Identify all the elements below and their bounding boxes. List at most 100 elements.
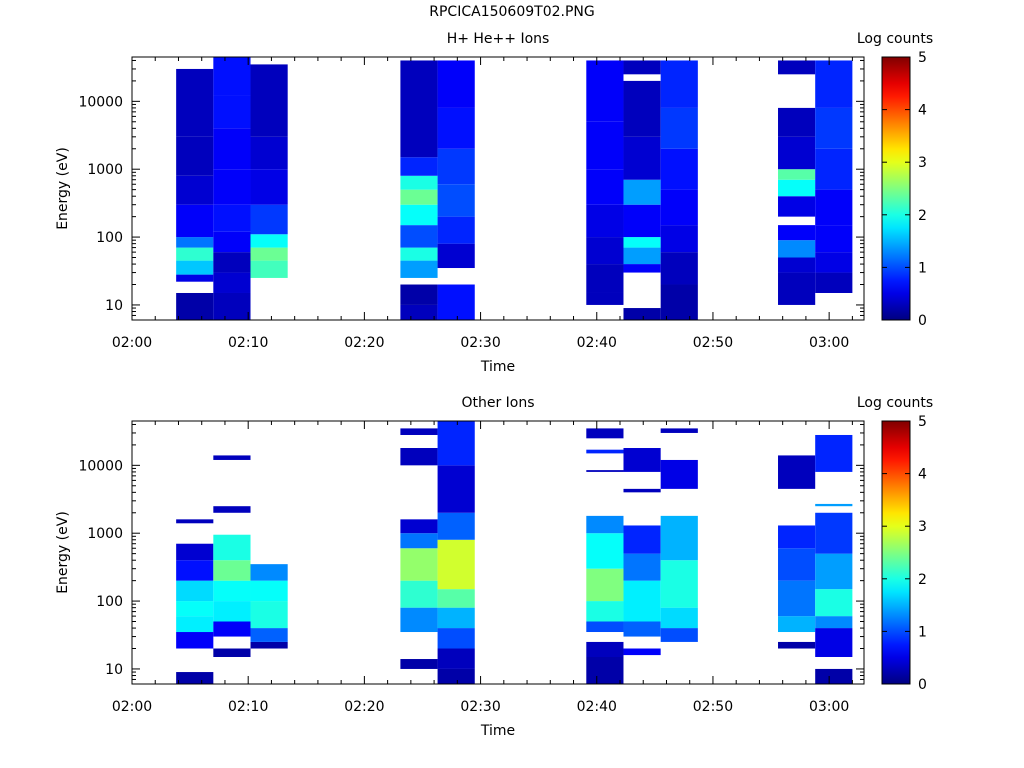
- heatmap-cell: [623, 264, 661, 273]
- colorbar-scale: [881, 420, 911, 685]
- heatmap-cell: [213, 455, 251, 460]
- heatmap-cell: [400, 260, 438, 278]
- heatmap-cell: [400, 548, 438, 581]
- x-tick-label: 02:20: [344, 699, 384, 715]
- heatmap-cell: [586, 292, 624, 305]
- heatmap-cell: [213, 621, 251, 637]
- colorbar-tick-label: 2: [918, 572, 927, 588]
- heatmap-cell: [176, 136, 214, 176]
- heatmap-cell: [660, 148, 698, 190]
- heatmap-cell: [586, 641, 624, 657]
- x-tick-label: 02:50: [693, 335, 733, 351]
- heatmap-cell: [437, 628, 475, 649]
- colorbar-tick-label: 0: [918, 313, 927, 329]
- heatmap-cell: [213, 292, 251, 320]
- heatmap-cell: [250, 64, 288, 137]
- colorbar-tick-label: 0: [918, 677, 927, 693]
- heatmap-cell: [623, 525, 661, 554]
- heatmap-cell: [400, 284, 438, 305]
- x-tick-label: 02:00: [112, 335, 152, 351]
- heatmap-cell: [400, 204, 438, 226]
- heatmap-cell: [815, 512, 853, 554]
- plot-frame: [131, 56, 865, 321]
- heatmap-cell: [176, 68, 214, 137]
- colorbar-tick-label: 5: [918, 50, 927, 66]
- heatmap-cell: [660, 459, 698, 489]
- heatmap-cell: [586, 204, 624, 238]
- heatmap-cell: [623, 580, 661, 622]
- heatmap-cell: [623, 179, 661, 205]
- heatmap-cell: [586, 237, 624, 265]
- y-tick-label: 1000: [87, 526, 123, 542]
- heatmap-cell: [176, 580, 214, 602]
- heatmap-cell: [660, 225, 698, 253]
- heatmap-cell: [660, 284, 698, 320]
- heatmap-cell: [400, 428, 438, 435]
- heatmap-cell: [660, 515, 698, 561]
- panel-2: 02:00 02:10 02:20 02:30 02:40 02:50 03:0010100…: [55, 395, 933, 739]
- heatmap-cell: [586, 621, 624, 633]
- heatmap-cell: [176, 260, 214, 275]
- y-tick-label: 1000: [87, 162, 123, 178]
- heatmap-cell: [778, 272, 816, 305]
- heatmap-cell: [660, 107, 698, 149]
- heatmap-cell: [400, 448, 438, 466]
- heatmap-cell: [623, 448, 661, 472]
- heatmap-cell: [815, 225, 853, 253]
- heatmap-cell: [437, 107, 475, 149]
- heatmap-cell: [250, 641, 288, 649]
- heatmap-cell: [778, 107, 816, 137]
- heatmap-cell: [778, 616, 816, 633]
- heatmap-cell: [213, 57, 251, 96]
- figure-title: RPCICA150609T02.PNG: [429, 4, 595, 20]
- colorbar: 0 1 2 3 4 5 Log counts: [857, 395, 933, 693]
- heatmap-cell: [176, 247, 214, 261]
- heatmap-cell: [815, 60, 853, 108]
- y-tick-label: 10000: [78, 458, 123, 474]
- heatmap-cell: [660, 60, 698, 108]
- x-tick-label: 02:30: [460, 699, 500, 715]
- colorbar-tick-label: 1: [918, 624, 927, 640]
- heatmap-cell: [176, 237, 214, 248]
- colorbar-tick-label: 1: [918, 260, 927, 276]
- heatmap-cell: [250, 628, 288, 642]
- heatmap-cell: [586, 470, 624, 472]
- heatmap-cell: [400, 304, 438, 320]
- colorbar-tick-label: 4: [918, 467, 927, 483]
- heatmap-cell: [778, 179, 816, 197]
- heatmap-cell: [437, 607, 475, 629]
- heatmap-cell: [400, 519, 438, 534]
- heatmap-cell: [623, 648, 661, 656]
- plot-frame: [131, 420, 865, 685]
- heatmap-cell: [815, 272, 853, 293]
- heatmap-cell: [815, 628, 853, 657]
- heatmap-cell: [623, 553, 661, 581]
- heatmap-cell: [213, 231, 251, 253]
- heatmap-cell: [400, 189, 438, 205]
- colorbar-tick-label: 3: [918, 519, 927, 535]
- heatmap-cell: [778, 580, 816, 617]
- heatmap-cell: [250, 247, 288, 261]
- heatmap-cell: [176, 543, 214, 561]
- heatmap-cell: [213, 272, 251, 293]
- heatmap-cell: [437, 60, 475, 108]
- heatmap-cell: [250, 204, 288, 235]
- heatmap-cell: [400, 60, 438, 158]
- heatmap-cell: [778, 641, 816, 649]
- heatmap-cell: [586, 515, 624, 534]
- x-tick-label: 03:00: [809, 335, 849, 351]
- colorbar-scale: [881, 56, 911, 321]
- heatmap-cell: [213, 95, 251, 129]
- panel-title: Other Ions: [461, 395, 534, 411]
- x-tick-label: 03:00: [809, 699, 849, 715]
- heatmap-cell: [176, 274, 214, 282]
- heatmap-cell: [176, 519, 214, 524]
- x-axis-label: Time: [480, 723, 515, 739]
- heatmap-cell: [250, 169, 288, 205]
- heatmap-cell: [623, 308, 661, 320]
- x-axis-label: Time: [480, 359, 515, 375]
- x-tick-label: 02:10: [228, 699, 268, 715]
- colorbar-tick-label: 3: [918, 155, 927, 171]
